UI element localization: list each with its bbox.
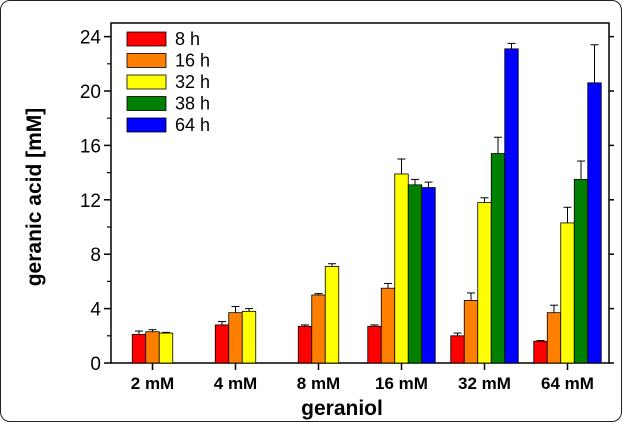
plot-area-frame bbox=[110, 22, 610, 364]
x-tick-label: 2 mM bbox=[131, 374, 174, 393]
bar bbox=[394, 173, 409, 364]
bar bbox=[560, 222, 575, 364]
bar bbox=[421, 187, 436, 364]
bar bbox=[450, 335, 465, 364]
y-tick-label: 0 bbox=[90, 354, 101, 375]
x-tick-label: 64 mM bbox=[541, 374, 594, 393]
legend-swatch bbox=[126, 31, 167, 47]
bars bbox=[131, 42, 602, 364]
bar bbox=[490, 153, 506, 364]
bar bbox=[297, 325, 313, 364]
bar bbox=[587, 82, 602, 364]
y-tick-label: 4 bbox=[90, 300, 101, 321]
legend-swatch bbox=[126, 96, 167, 111]
bar bbox=[311, 294, 326, 364]
bar bbox=[367, 325, 382, 364]
legend-label: 64 h bbox=[175, 115, 210, 135]
bar bbox=[477, 202, 492, 364]
bar bbox=[407, 184, 423, 364]
bar bbox=[533, 340, 548, 364]
axes: 0 4 8 12 16 20 24 2 mM 4 mM 8 mM 16 mM 32 mM 64 mM bbox=[80, 22, 614, 393]
y-tick-label: 16 bbox=[80, 136, 101, 157]
y-tick-label: 12 bbox=[80, 191, 101, 212]
x-tick-label: 16 mM bbox=[375, 374, 428, 393]
bar bbox=[546, 312, 562, 364]
y-tick-label: 8 bbox=[90, 245, 101, 266]
legend-label: 16 h bbox=[175, 51, 210, 71]
bar bbox=[573, 178, 589, 364]
y-axis-title: geranic acid [mM] bbox=[23, 108, 46, 287]
bar bbox=[241, 310, 257, 364]
legend-label: 8 h bbox=[175, 29, 200, 49]
bar bbox=[463, 300, 479, 364]
bar bbox=[214, 324, 230, 364]
y-tick-label: 20 bbox=[80, 82, 101, 103]
bar bbox=[380, 287, 396, 364]
x-tick-label: 8 mM bbox=[297, 374, 340, 393]
legend: 8 h16 h32 h38 h64 h bbox=[126, 29, 210, 135]
x-tick-label: 32 mM bbox=[458, 374, 511, 393]
x-axis-title: geraniol bbox=[301, 397, 383, 420]
legend-swatch bbox=[126, 53, 167, 68]
legend-label: 32 h bbox=[175, 72, 210, 92]
legend-swatch bbox=[126, 117, 167, 133]
bar bbox=[504, 48, 519, 364]
bar bbox=[158, 332, 174, 364]
bar bbox=[324, 266, 340, 364]
y-tick-label: 24 bbox=[80, 28, 102, 49]
legend-label: 38 h bbox=[175, 94, 210, 114]
bar bbox=[228, 312, 243, 364]
x-tick-label: 4 mM bbox=[214, 374, 257, 393]
bar bbox=[131, 334, 147, 364]
legend-swatch bbox=[126, 74, 167, 90]
bar bbox=[145, 331, 160, 364]
